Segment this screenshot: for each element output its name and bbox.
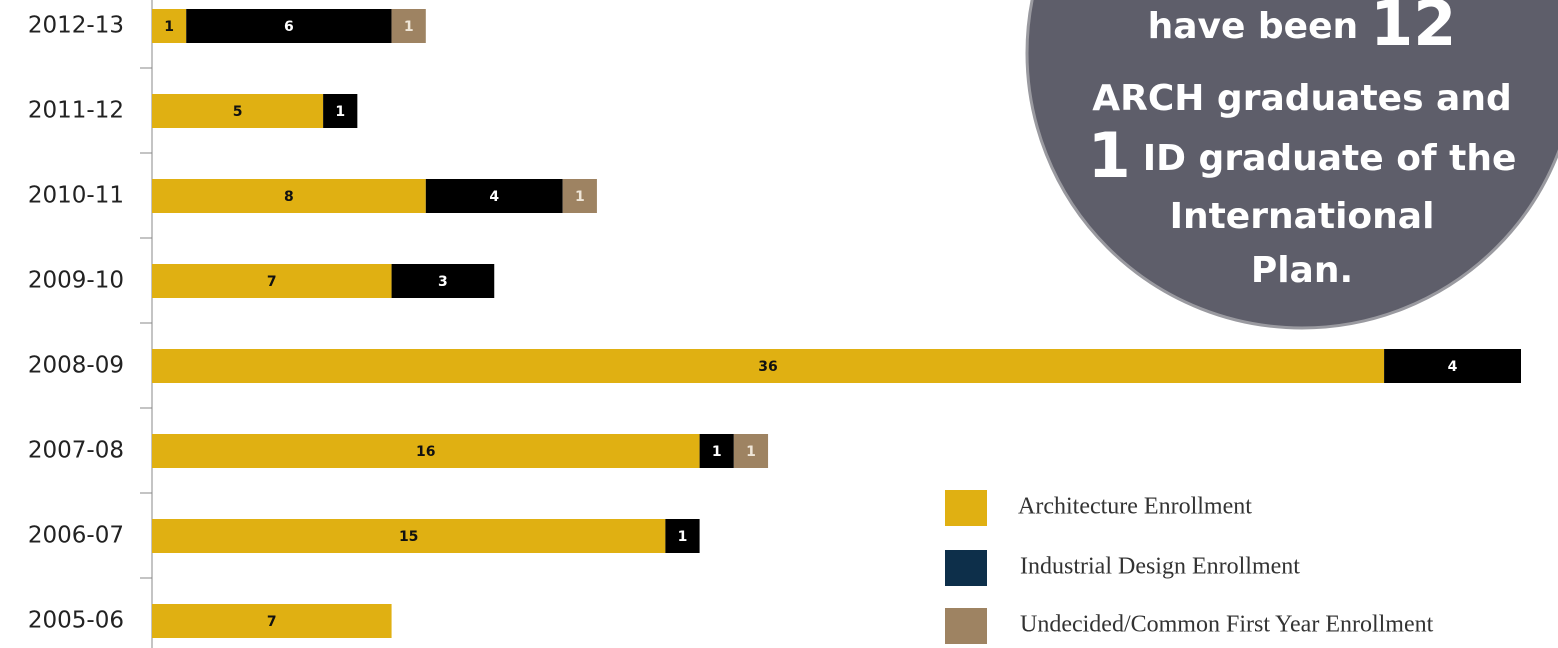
bar-segment	[152, 604, 392, 638]
value-label: 5	[233, 104, 243, 120]
callout-text: 1	[1088, 119, 1131, 192]
callout-line: International	[1170, 196, 1435, 237]
bar-segment	[391, 9, 426, 43]
value-label: 1	[335, 104, 345, 120]
bar-segment	[562, 179, 597, 213]
value-label: 16	[416, 444, 435, 460]
callout-line: ARCH graduates and	[1092, 78, 1511, 119]
callout-text: ID graduate of the	[1143, 138, 1517, 179]
bar-segment	[152, 94, 324, 128]
legend-label: Industrial Design Enrollment	[1020, 554, 1300, 580]
value-label: 4	[1448, 359, 1458, 375]
value-label: 7	[267, 274, 277, 290]
legend-swatch	[945, 490, 987, 526]
callout-text: have been	[1148, 6, 1359, 47]
bar-segment	[152, 519, 666, 553]
value-label: 7	[267, 614, 277, 630]
callout-line: have been 12	[1148, 0, 1457, 60]
legend-label: Undecided/Common First Year Enrollment	[1020, 612, 1434, 638]
callout-text: ARCH graduates and	[1092, 78, 1511, 119]
callout-circle	[1025, 0, 1558, 330]
bar-segment	[391, 264, 495, 298]
y-tick-label: 2006-07	[28, 523, 124, 549]
y-tick-label: 2007-08	[28, 438, 124, 464]
y-tick-label: 2011-12	[28, 98, 124, 124]
bar-segment	[152, 349, 1385, 383]
value-label: 3	[438, 274, 448, 290]
bar-segment	[1384, 349, 1521, 383]
value-label: 1	[164, 19, 174, 35]
value-label: 4	[489, 189, 499, 205]
value-label: 15	[399, 529, 418, 545]
legend-label: Architecture Enrollment	[1018, 494, 1252, 520]
bar-segment	[733, 434, 769, 468]
y-tick-label: 2012-13	[28, 13, 124, 39]
value-label: 36	[758, 359, 777, 375]
callout-text: Plan.	[1251, 250, 1353, 291]
bar-segment	[152, 9, 187, 43]
bar-segment	[186, 9, 392, 43]
y-tick-label: 2008-09	[28, 353, 124, 379]
bar-segment	[665, 519, 700, 553]
value-label: 1	[746, 444, 756, 460]
callout-line: 1 ID graduate of the	[1088, 119, 1517, 192]
value-label: 1	[712, 444, 722, 460]
y-tick-label: 2010-11	[28, 183, 124, 209]
legend-swatch	[945, 550, 987, 586]
y-tick-label: 2009-10	[28, 268, 124, 294]
bar-segment	[152, 179, 426, 213]
bar-segment	[699, 434, 734, 468]
callout-text: International	[1170, 196, 1435, 237]
value-label: 8	[284, 189, 294, 205]
y-tick-label: 2005-06	[28, 608, 124, 634]
value-label: 1	[404, 19, 414, 35]
y-axis-ticks	[140, 67, 152, 579]
callout-line: Plan.	[1251, 250, 1353, 291]
bar-segment	[425, 179, 563, 213]
value-label: 6	[284, 19, 294, 35]
bar-segment	[323, 94, 358, 128]
legend-swatch	[945, 608, 987, 644]
bar-segment	[152, 264, 392, 298]
callout-text: 12	[1370, 0, 1456, 60]
value-label: 1	[678, 529, 688, 545]
bar-segment	[152, 434, 700, 468]
value-label: 1	[575, 189, 585, 205]
